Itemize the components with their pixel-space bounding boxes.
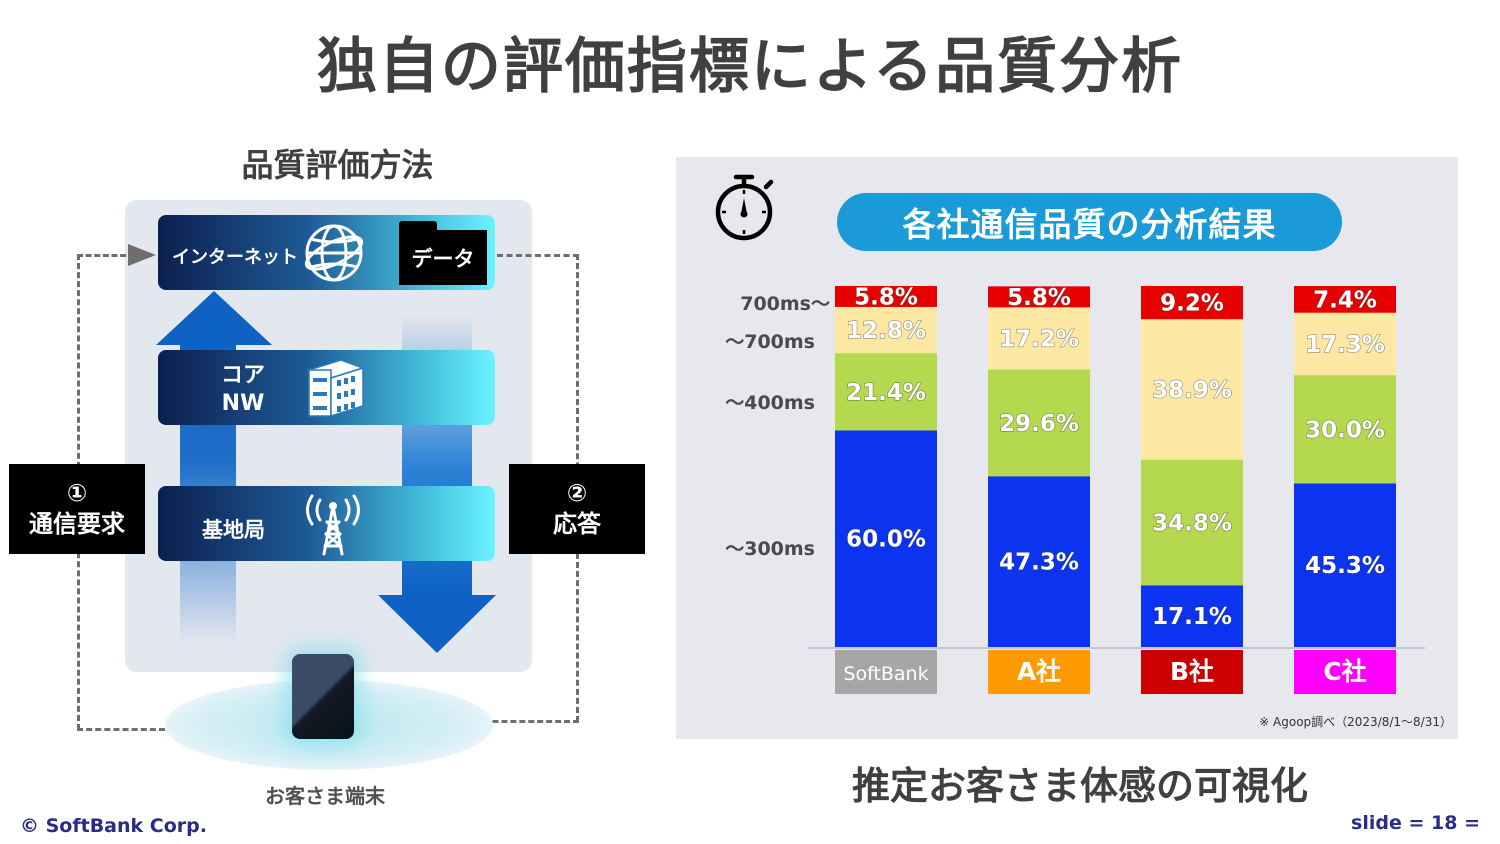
category-label: SoftBank <box>843 663 928 685</box>
bar-value-label: 21.4% <box>846 380 926 406</box>
bar-value-label: 17.1% <box>1152 604 1232 630</box>
bar-value-label: 17.2% <box>999 326 1079 352</box>
request-path-top <box>77 254 152 257</box>
category-label-box <box>1141 650 1243 694</box>
slide-number: slide = 18 = <box>1351 812 1480 834</box>
bar-value-label: 38.9% <box>1152 377 1232 403</box>
flow-arrows <box>156 291 496 653</box>
bar-value-label: 34.8% <box>1152 510 1232 536</box>
bar-value-label: 45.3% <box>1305 553 1385 579</box>
bar-value-label: 9.2% <box>1160 291 1224 317</box>
bar-segment <box>835 430 937 647</box>
core-label: コア NW <box>213 362 273 418</box>
bar-value-label: 60.0% <box>846 527 926 553</box>
data-source-note: ※ Agoop調べ（2023/8/1～8/31） <box>1259 715 1452 729</box>
y-label-700ms-over: 700ms～ <box>740 293 830 315</box>
core-label-line1: コア <box>220 363 265 388</box>
core-network-band: コア NW <box>158 350 495 425</box>
bar-value-label: 5.8% <box>854 284 918 310</box>
response-number: ② <box>566 478 588 507</box>
antenna-icon <box>306 494 360 556</box>
bar-value-label: 30.0% <box>1305 417 1385 443</box>
category-label: C社 <box>1323 657 1366 686</box>
request-label: 通信要求 <box>29 510 125 538</box>
chart-title: 各社通信品質の分析結果 <box>837 193 1342 251</box>
globe-icon <box>304 224 364 282</box>
bar-segment <box>835 286 937 307</box>
request-box: ① 通信要求 <box>9 464 145 554</box>
bar-value-label: 17.3% <box>1305 332 1385 358</box>
bar-segment <box>1141 319 1243 460</box>
y-label-700ms: ～700ms <box>725 331 815 353</box>
bar-segment <box>1294 312 1396 376</box>
core-label-line2: NW <box>221 391 265 416</box>
bar-segment <box>1294 483 1396 647</box>
response-path-bottom <box>412 720 579 723</box>
bar-value-label: 5.8% <box>1007 285 1071 311</box>
bar-segment <box>1294 375 1396 484</box>
category-label-box <box>835 650 937 694</box>
bar-segment <box>988 476 1090 647</box>
bar-segment <box>988 369 1090 477</box>
device-label: お客さま端末 <box>265 784 385 808</box>
bar-segment <box>988 286 1090 308</box>
bar-segment <box>1141 585 1243 647</box>
bar-segment <box>1141 459 1243 586</box>
stacked-bar-chart: 60.0% 21.4% 12.8% 5.8% SoftBank 47.3% 29.6% 17.… <box>808 284 1425 694</box>
category-label-box <box>988 650 1090 694</box>
category-label: A社 <box>1017 657 1061 686</box>
diagram-title: 品質評価方法 <box>241 146 434 184</box>
data-folder: データ <box>399 221 487 285</box>
request-arrowhead-icon <box>128 244 156 266</box>
slide-title: 独自の評価指標による品質分析 <box>316 32 1184 102</box>
base-station-band: 基地局 <box>158 486 495 561</box>
data-label: データ <box>411 246 475 271</box>
bar-value-label: 29.6% <box>999 411 1079 437</box>
response-label: 応答 <box>553 510 601 538</box>
y-label-400ms: ～400ms <box>725 392 815 414</box>
bar-segment <box>1294 286 1396 313</box>
server-icon <box>306 359 366 418</box>
bar-value-label: 47.3% <box>999 550 1079 576</box>
bar-value-label: 7.4% <box>1313 287 1377 313</box>
internet-label: インターネット <box>172 247 298 268</box>
stopwatch-icon <box>715 174 774 241</box>
smartphone-icon <box>292 654 354 739</box>
bar-segment <box>1141 286 1243 320</box>
uplink-arrow <box>156 291 272 643</box>
base-station-label: 基地局 <box>202 518 265 542</box>
bar-value-label: 12.8% <box>846 318 926 344</box>
response-box: ② 応答 <box>509 464 645 554</box>
category-label: B社 <box>1170 657 1214 686</box>
response-path-top <box>497 254 579 257</box>
y-label-300ms: ～300ms <box>725 538 815 560</box>
request-number: ① <box>66 478 88 507</box>
category-label-box <box>1294 650 1396 694</box>
request-path-bottom <box>77 728 247 731</box>
copyright: © SoftBank Corp. <box>20 815 207 837</box>
bar-segment <box>988 307 1090 370</box>
chart-caption: 推定お客さま体感の可視化 <box>851 764 1308 808</box>
bar-segment <box>835 353 937 431</box>
bar-segment <box>835 306 937 354</box>
